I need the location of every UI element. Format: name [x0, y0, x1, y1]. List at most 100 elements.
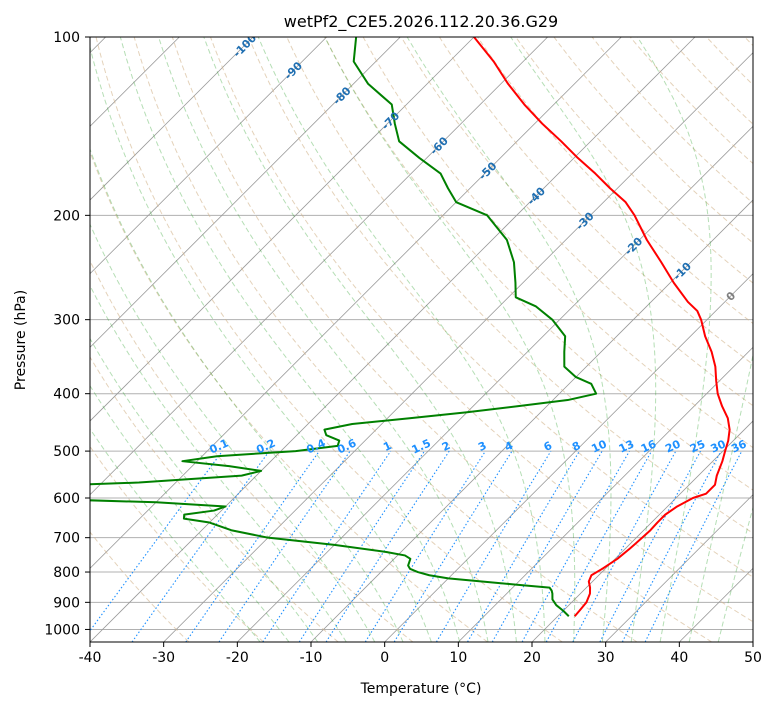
moist-adiabat-line	[90, 147, 404, 642]
mixing-ratio-line	[467, 450, 580, 642]
moist-adiabat-line	[717, 505, 753, 642]
dry-adiabat-line	[171, 37, 712, 642]
mixing-ratio-line	[491, 450, 603, 642]
dry-adiabat-line	[286, 37, 753, 534]
y-tick-label: 700	[53, 531, 80, 547]
y-tick-label: 500	[53, 444, 80, 460]
dry-adiabat-line	[362, 37, 753, 449]
mixing-ratio-line	[218, 450, 351, 642]
isotherm-line	[90, 37, 622, 569]
mixing-ratio-label: 16	[639, 437, 659, 455]
moist-adiabat-line	[158, 37, 489, 642]
mixing-ratio-label: 20	[663, 437, 683, 455]
y-tick-label: 400	[53, 387, 80, 403]
dry-adiabat-line	[477, 37, 753, 325]
sounding-profiles	[90, 37, 731, 617]
moist-adiabat-line	[510, 37, 657, 642]
y-tick-label: 300	[53, 313, 80, 329]
dry-adiabat-line	[248, 37, 753, 578]
dry-adiabat-line	[591, 37, 753, 204]
mixing-ratio-label: 30	[709, 437, 729, 455]
x-tick-label: -30	[152, 650, 175, 666]
isotherm-line	[531, 420, 753, 642]
dewpoint-profile-line	[90, 37, 598, 617]
isotherm-line	[237, 125, 753, 642]
dry-adiabat-line	[210, 37, 753, 623]
mixing-ratio-line	[521, 450, 630, 642]
mixing-ratio-lines	[90, 450, 743, 642]
y-tick-label: 1000	[44, 622, 80, 638]
mixing-ratio-line	[325, 450, 450, 642]
mixing-ratio-label: 36	[729, 437, 749, 455]
dry-adiabat-line	[90, 531, 190, 642]
y-tick-label: 900	[53, 595, 80, 611]
x-tick-label: 40	[670, 650, 688, 666]
dry-adiabat-line	[90, 150, 488, 642]
moist-adiabat-line	[90, 223, 376, 642]
isotherm-line	[90, 37, 401, 348]
dry-adiabat-line	[95, 37, 563, 642]
x-tick-label: 0	[380, 650, 389, 666]
dry-adiabat-line	[400, 37, 753, 407]
isotherms	[90, 37, 753, 642]
mixing-ratio-line	[298, 450, 425, 642]
y-tick-label: 200	[53, 208, 80, 224]
pressure-gridlines	[90, 37, 753, 630]
plot-frame	[89, 36, 754, 643]
x-tick-label: -20	[226, 650, 249, 666]
x-axis-label: Temperature (°C)	[360, 681, 482, 697]
isotherm-line	[90, 37, 548, 496]
isotherm-line	[163, 52, 753, 642]
isotherm-line	[605, 494, 753, 642]
moist-adiabat-line	[90, 45, 432, 642]
axes: -40 -30 -20 -10 0 10 20 30 40 50 100 200 300 400 500 60…	[44, 30, 762, 666]
moist-adiabat-line	[257, 37, 546, 642]
mixing-ratio-label: 10	[589, 437, 609, 455]
dry-adiabat-line	[90, 356, 339, 642]
dry-adiabat-line	[324, 37, 753, 491]
x-tick-label: 50	[744, 650, 762, 666]
x-tick-label: 20	[523, 650, 541, 666]
mixing-ratio-line	[435, 450, 552, 642]
moist-adiabat-line	[688, 352, 753, 642]
moist-adiabat-line	[90, 284, 347, 642]
isotherm-line	[90, 37, 696, 642]
moist-adiabat-line	[90, 427, 261, 642]
moist-adiabat-line	[119, 37, 461, 642]
plot-area: 0.1 0.2 0.4 0.6 1 1.5 2 3 4 6 8 10 13 16 20 25 30 36-100-…	[90, 37, 753, 642]
x-tick-label: -40	[79, 650, 102, 666]
x-tick-label: -10	[300, 650, 323, 666]
mixing-ratio-line	[262, 450, 392, 642]
plot-background	[90, 37, 753, 642]
mixing-ratio-line	[572, 450, 677, 642]
moist-adiabat-line	[406, 37, 612, 642]
dry-adiabat-line	[133, 37, 638, 642]
isotherm-line	[384, 273, 753, 642]
moist-adiabat-line	[203, 37, 517, 642]
mixing-ratio-label: 13	[617, 437, 636, 455]
mixing-ratio-label: 25	[688, 437, 707, 455]
mixing-ratio-line	[545, 450, 653, 642]
mixing-ratio-line	[131, 450, 270, 642]
y-axis-label: Pressure (hPa)	[13, 290, 29, 390]
mixing-ratio-line	[90, 450, 223, 632]
y-tick-label: 600	[53, 491, 80, 507]
isotherm-line	[90, 37, 254, 201]
moist-adiabat-line	[636, 37, 712, 642]
mixing-ratio-line	[364, 450, 486, 642]
chart-title: wetPf2_C2E5.2026.112.20.36.G29	[284, 12, 558, 32]
mixing-ratio-line	[599, 450, 702, 642]
y-tick-label: 800	[53, 565, 80, 581]
x-tick-label: 30	[597, 650, 615, 666]
y-tick-label: 100	[53, 30, 80, 46]
dry-adiabat-line	[553, 37, 753, 244]
moist-adiabat-line	[90, 337, 319, 642]
mixing-ratio-line	[644, 450, 743, 642]
mixing-ratio-line	[621, 450, 722, 642]
isotherm-line	[90, 37, 327, 275]
moist-adiabat-line	[324, 37, 576, 642]
temperature-profile-line	[473, 37, 731, 617]
moist-adiabats	[90, 37, 753, 642]
dry-adiabat-line	[439, 37, 753, 366]
